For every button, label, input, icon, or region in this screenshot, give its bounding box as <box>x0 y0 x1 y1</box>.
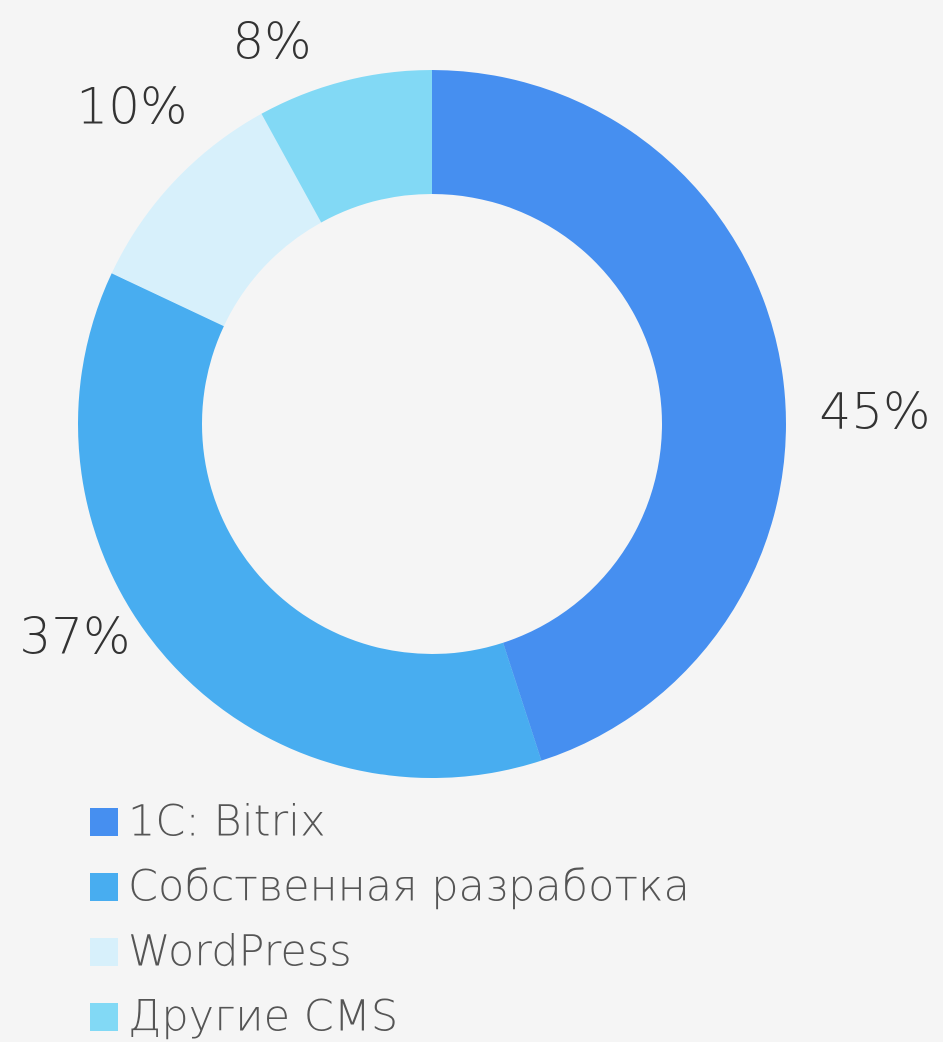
value-label: 45% <box>819 383 930 441</box>
donut-segment <box>432 70 786 761</box>
legend-label: Собственная разработка <box>128 862 690 912</box>
legend-swatch <box>90 1003 118 1031</box>
legend-label: 1C: Bitrix <box>128 797 326 847</box>
donut-segment <box>111 113 322 327</box>
legend-label: Другие CMS <box>128 992 398 1042</box>
legend-swatch <box>90 808 118 836</box>
value-label: 8% <box>232 13 311 71</box>
legend-swatch <box>90 873 118 901</box>
value-label: 37% <box>19 608 130 666</box>
donut-segment <box>261 70 432 223</box>
legend-swatch <box>90 938 118 966</box>
donut-segment <box>78 273 542 778</box>
legend-label: WordPress <box>128 927 352 977</box>
value-label: 10% <box>76 78 187 136</box>
